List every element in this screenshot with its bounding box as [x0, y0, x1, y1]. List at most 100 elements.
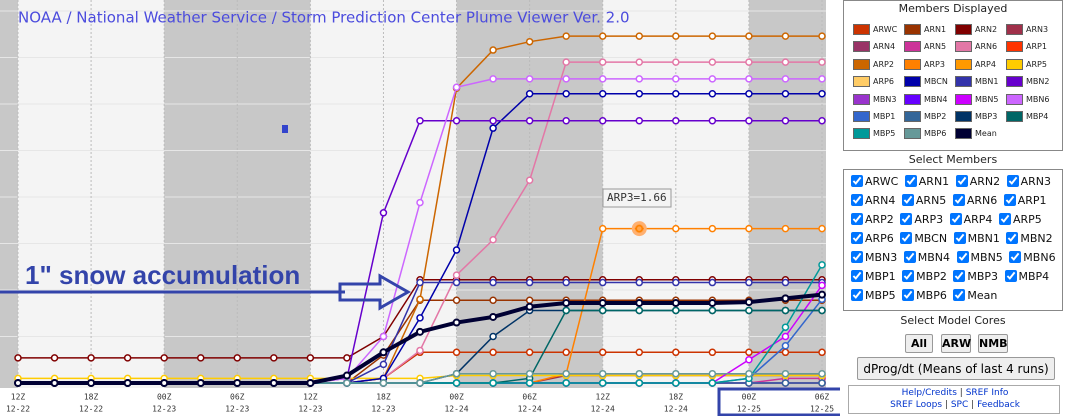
member-item: ARP3: [897, 213, 943, 226]
legend-swatch: [904, 93, 921, 105]
data-point: [781, 369, 790, 378]
dprog-button[interactable]: dProg/dt (Means of last 4 runs): [857, 357, 1055, 380]
cores-title: Select Model Cores: [900, 314, 1006, 327]
member-name: ARN1: [918, 175, 950, 188]
member-checkbox[interactable]: [851, 175, 863, 187]
legend-label: MBP3: [975, 112, 998, 121]
data-point: [269, 379, 278, 387]
link-separator: |: [971, 400, 975, 410]
member-checkbox[interactable]: [904, 175, 917, 187]
member-checkbox[interactable]: [851, 270, 863, 282]
core-button[interactable]: NMB: [978, 334, 1008, 353]
link[interactable]: SPC: [950, 400, 969, 410]
link-row: SREF Loops | SPC | Feedback: [850, 399, 1060, 411]
data-point: [781, 342, 790, 350]
x-tick-label: 12-23: [152, 405, 176, 414]
data-point: [452, 116, 461, 125]
data-point: [452, 369, 461, 378]
member-checkbox[interactable]: [953, 270, 966, 282]
member-item: MBP6: [899, 289, 947, 302]
x-tick-label: 18Z: [84, 393, 99, 402]
member-checkbox[interactable]: [956, 251, 969, 263]
member-item: MBP3: [950, 270, 998, 283]
link[interactable]: Feedback: [977, 400, 1020, 410]
member-checkbox[interactable]: [900, 232, 913, 244]
member-checkbox[interactable]: [1006, 175, 1019, 187]
link[interactable]: SREF Loops: [890, 400, 943, 410]
member-checkbox[interactable]: [1006, 232, 1019, 244]
data-point: [598, 32, 607, 40]
data-point: [452, 348, 461, 357]
member-checkbox[interactable]: [952, 194, 965, 206]
data-point: [489, 116, 497, 125]
legend-swatch: [853, 41, 870, 53]
x-tick-label: 12-24: [444, 405, 468, 414]
member-item: MBP5: [848, 289, 896, 302]
select-title: Select Members: [908, 153, 998, 166]
member-item: ARN1: [902, 175, 949, 188]
member-checkbox[interactable]: [902, 289, 915, 301]
legend-label: ARP3: [924, 59, 945, 69]
data-point: [342, 371, 351, 380]
highlight-box: [717, 387, 840, 416]
member-checkbox[interactable]: [949, 213, 962, 225]
member-item: ARN6: [950, 194, 997, 207]
member-checkbox[interactable]: [851, 289, 863, 301]
data-point: [562, 369, 570, 378]
data-point: [123, 354, 132, 362]
member-checkbox[interactable]: [955, 175, 968, 187]
legend-label: MBN6: [1026, 94, 1050, 104]
member-checkbox[interactable]: [953, 232, 966, 244]
data-point: [489, 46, 497, 54]
legend-swatch: [853, 24, 870, 35]
member-checkbox[interactable]: [851, 213, 863, 225]
member-checkbox[interactable]: [851, 232, 863, 244]
data-point: [635, 369, 644, 378]
member-checkbox[interactable]: [1003, 194, 1016, 206]
legend-swatch: [955, 41, 972, 53]
member-name: MBN3: [865, 251, 898, 264]
data-point: [781, 278, 790, 287]
member-checkbox[interactable]: [1009, 251, 1022, 263]
member-checkbox[interactable]: [851, 194, 863, 206]
data-point: [781, 348, 790, 357]
data-point: [50, 354, 59, 362]
x-tick-label: 00Z: [449, 393, 464, 402]
member-checkbox[interactable]: [953, 289, 966, 301]
data-point: [708, 299, 717, 308]
x-tick-label: 12-23: [225, 405, 249, 414]
data-point: [525, 278, 534, 287]
data-point: [233, 379, 242, 387]
core-button[interactable]: ARW: [941, 334, 971, 353]
links-box: [848, 385, 1060, 414]
data-point: [416, 314, 424, 322]
core-button[interactable]: All: [905, 334, 933, 353]
legend-swatch: [853, 93, 870, 105]
link[interactable]: SREF Info: [965, 388, 1009, 398]
data-point: [489, 75, 497, 83]
data-point: [489, 278, 497, 287]
legend-swatch: [955, 58, 972, 70]
member-name: MBP3: [967, 270, 999, 283]
member-checkbox[interactable]: [902, 270, 915, 282]
data-point: [781, 116, 790, 125]
link[interactable]: Help/Credits: [901, 388, 957, 398]
data-point: [196, 379, 205, 387]
data-point: [525, 379, 534, 387]
data-point: [562, 348, 570, 357]
data-point: [525, 302, 534, 311]
member-checkbox[interactable]: [1004, 270, 1017, 282]
legend-swatch: [955, 111, 972, 122]
member-item: MBP4: [1002, 270, 1049, 283]
member-checkbox[interactable]: [901, 194, 914, 206]
data-point: [562, 116, 570, 125]
member-checkbox[interactable]: [998, 213, 1011, 225]
member-checkbox[interactable]: [900, 213, 913, 225]
member-checkbox[interactable]: [851, 251, 863, 263]
x-tick-label: 12-22: [6, 405, 30, 414]
member-checkbox[interactable]: [903, 251, 916, 263]
data-point: [416, 198, 424, 207]
legend-label: MBN4: [924, 94, 948, 104]
member-name: ARP4: [963, 213, 993, 226]
data-point: [452, 271, 461, 279]
